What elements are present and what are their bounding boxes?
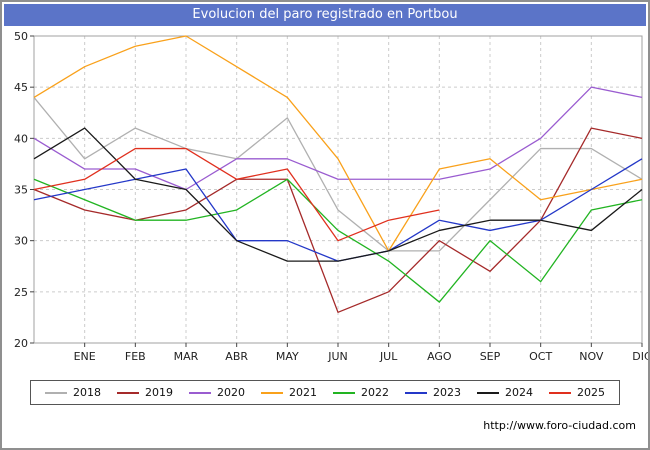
- chart-title: Evolucion del paro registrado en Portbou: [4, 4, 646, 26]
- series-line-2021: [33, 35, 643, 252]
- legend-label-2023: 2023: [433, 386, 461, 399]
- legend-label-2024: 2024: [505, 386, 533, 399]
- plot-area: 20 25 30 35 40 45 50 ENE FEB MAR ABR MAY JUN JUL AGO SE…: [4, 28, 650, 368]
- svg-text:JUL: JUL: [379, 350, 398, 363]
- legend-item-2020: 2020: [189, 386, 245, 399]
- legend-swatch-2021: [261, 391, 283, 394]
- legend-label-2025: 2025: [577, 386, 605, 399]
- legend-label-2019: 2019: [145, 386, 173, 399]
- legend-swatch-2022: [333, 391, 355, 394]
- legend-item-2019: 2019: [117, 386, 173, 399]
- y-axis-labels: 20 25 30 35 40 45 50: [14, 30, 34, 350]
- svg-text:AGO: AGO: [427, 350, 452, 363]
- svg-text:40: 40: [14, 132, 28, 145]
- svg-text:ENE: ENE: [74, 350, 96, 363]
- legend-item-2021: 2021: [261, 386, 317, 399]
- svg-text:NOV: NOV: [579, 350, 604, 363]
- legend-swatch-2024: [477, 391, 499, 394]
- series-lines: [33, 35, 643, 313]
- footer: http://www.foro-ciudad.com: [2, 405, 648, 432]
- legend-item-2023: 2023: [405, 386, 461, 399]
- svg-text:MAR: MAR: [174, 350, 199, 363]
- svg-text:FEB: FEB: [125, 350, 146, 363]
- legend-item-2018: 2018: [45, 386, 101, 399]
- unemployment-line-chart: 20 25 30 35 40 45 50 ENE FEB MAR ABR MAY JUN JUL AGO SE…: [14, 30, 650, 363]
- svg-text:20: 20: [14, 337, 28, 350]
- x-axis-labels: ENE FEB MAR ABR MAY JUN JUL AGO SEP OCT NOV DIC: [74, 343, 650, 363]
- footer-url: http://www.foro-ciudad.com: [483, 419, 636, 432]
- svg-text:SEP: SEP: [480, 350, 501, 363]
- series-line-2024: [33, 127, 643, 262]
- legend-swatch-2025: [549, 391, 571, 394]
- legend-swatch-2020: [189, 391, 211, 394]
- series-line-2025: [33, 147, 440, 242]
- svg-text:25: 25: [14, 286, 28, 299]
- legend-label-2018: 2018: [73, 386, 101, 399]
- legend-swatch-2023: [405, 391, 427, 394]
- legend-label-2021: 2021: [289, 386, 317, 399]
- series-line-2022: [33, 178, 643, 303]
- svg-text:DIC: DIC: [632, 350, 650, 363]
- series-line-2020: [33, 86, 643, 191]
- legend-item-2025: 2025: [549, 386, 605, 399]
- svg-text:ABR: ABR: [225, 350, 248, 363]
- svg-text:50: 50: [14, 30, 28, 43]
- legend-label-2022: 2022: [361, 386, 389, 399]
- svg-text:30: 30: [14, 235, 28, 248]
- legend: 2018 2019 2020 2021 2022 2023 2024 2025: [30, 380, 620, 405]
- series-line-2018: [33, 96, 643, 252]
- svg-text:JUN: JUN: [327, 350, 348, 363]
- svg-text:OCT: OCT: [529, 350, 552, 363]
- legend-swatch-2018: [45, 391, 67, 394]
- svg-text:45: 45: [14, 81, 28, 94]
- grid-lines: [34, 36, 643, 343]
- svg-text:35: 35: [14, 184, 28, 197]
- legend-swatch-2019: [117, 391, 139, 394]
- legend-label-2020: 2020: [217, 386, 245, 399]
- legend-item-2022: 2022: [333, 386, 389, 399]
- svg-text:MAY: MAY: [276, 350, 299, 363]
- legend-item-2024: 2024: [477, 386, 533, 399]
